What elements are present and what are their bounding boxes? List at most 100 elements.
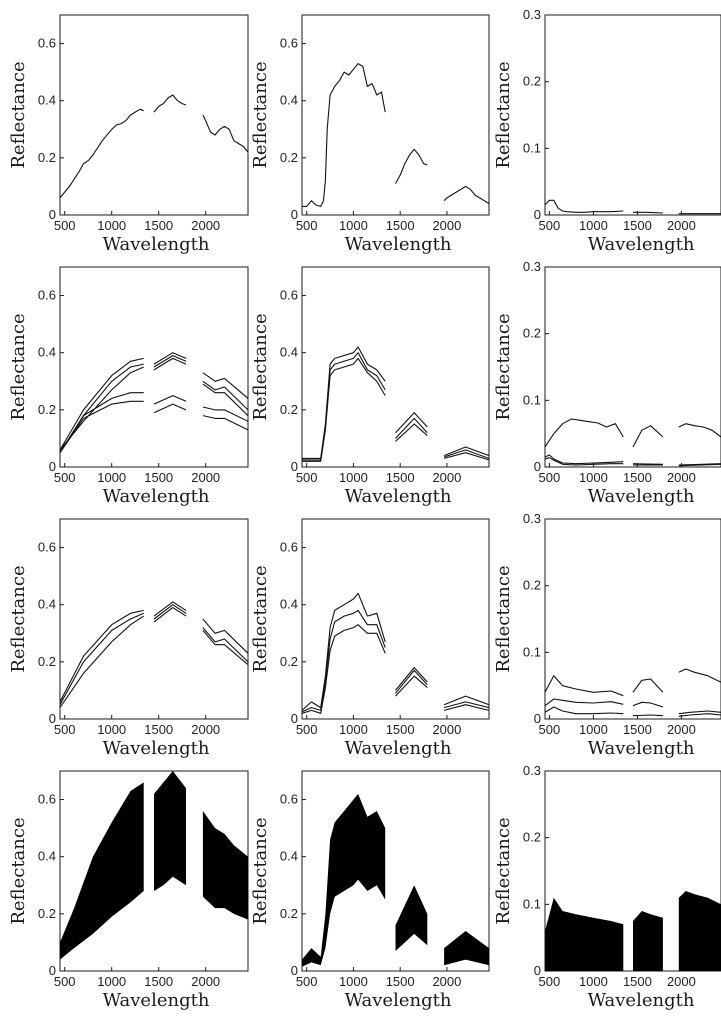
- y-tick-label: 0.2: [523, 578, 541, 593]
- y-tick-label: 0: [534, 711, 541, 726]
- spectrum-line-3-seg-3: [678, 713, 721, 717]
- spectrum-line-1-seg-2: [633, 211, 663, 214]
- x-axis-label: Wavelength: [588, 738, 695, 759]
- spectrum-line-3-seg-2: [395, 423, 428, 442]
- plot-area: [302, 63, 489, 207]
- spectra-envelope-seg-2: [395, 885, 428, 951]
- spectrum-line-1-seg-2: [395, 148, 428, 184]
- plot-frame: [301, 770, 490, 972]
- plot-area: [545, 418, 721, 467]
- y-tick-label: 0.2: [38, 150, 56, 165]
- spectra-envelope-seg-3: [202, 811, 248, 920]
- spectrum-line-1-seg-3: [678, 668, 721, 683]
- spectrum-line-5-seg-1: [60, 400, 144, 454]
- x-tick-label: 1500: [386, 722, 415, 737]
- x-tick-label: 2000: [432, 974, 461, 989]
- y-tick-label: 0.3: [523, 259, 541, 274]
- y-tick-label: 0: [49, 459, 56, 474]
- x-axis-label: Wavelength: [588, 990, 695, 1011]
- y-tick-label: 0: [49, 711, 56, 726]
- spectrum-line-3-seg-3: [202, 630, 248, 666]
- y-axis-label: Reflectance: [8, 817, 29, 924]
- plot-frame: [544, 14, 721, 216]
- y-tick-label: 0.4: [280, 345, 298, 360]
- plot-frame: [301, 266, 490, 468]
- plot-area: [60, 601, 248, 708]
- plot-frame: [59, 518, 249, 720]
- y-tick-label: 0.4: [280, 849, 298, 864]
- x-tick-label: 1000: [339, 470, 368, 485]
- y-tick-label: 0.6: [280, 36, 298, 51]
- spectrum-line-1-seg-2: [395, 667, 428, 691]
- plot-area: [302, 346, 489, 462]
- spectrum-line-2-seg-1: [545, 454, 624, 465]
- y-tick-label: 0.2: [523, 830, 541, 845]
- y-tick-label: 0.1: [523, 896, 541, 911]
- x-tick-label: 1500: [623, 974, 652, 989]
- y-tick-label: 0.2: [280, 906, 298, 921]
- y-tick-label: 0.3: [523, 511, 541, 526]
- spectrum-line-3-seg-2: [153, 607, 187, 623]
- y-tick-label: 0: [534, 459, 541, 474]
- spectra-envelope-seg-3: [444, 931, 489, 966]
- x-tick-label: 500: [539, 470, 561, 485]
- y-axis-label: Reflectance: [250, 565, 271, 672]
- spectra-envelope-seg-1: [302, 793, 386, 967]
- x-tick-label: 500: [539, 974, 561, 989]
- spectrum-line-1-seg-1: [302, 592, 386, 711]
- spectra-envelope-seg-1: [545, 897, 624, 971]
- spectrum-line-3-seg-1: [60, 366, 144, 451]
- spectrum-line-1-seg-2: [632, 425, 664, 448]
- spectrum-line-2-seg-2: [632, 701, 664, 708]
- x-tick-label: 500: [539, 218, 561, 233]
- spectrum-line-4-seg-1: [60, 392, 144, 453]
- spectra-envelope-seg-3: [678, 891, 721, 971]
- spectra-envelope-seg-2: [154, 771, 186, 891]
- y-axis-label: Reflectance: [8, 313, 29, 420]
- y-tick-label: 0.4: [38, 597, 56, 612]
- spectrum-line-1-seg-3: [443, 695, 489, 706]
- spectrum-line-2-seg-1: [545, 698, 624, 707]
- y-tick-label: 0.3: [523, 763, 541, 778]
- spectrum-line-3-seg-2: [632, 714, 663, 717]
- y-tick-label: 0: [534, 207, 541, 222]
- x-tick-label: 2000: [191, 974, 220, 989]
- x-tick-label: 2000: [191, 470, 220, 485]
- y-tick-label: 0.4: [38, 345, 56, 360]
- spectrum-line-3-seg-3: [678, 463, 721, 467]
- x-axis-label: Wavelength: [103, 486, 210, 507]
- y-tick-label: 0.2: [38, 654, 56, 669]
- spectrum-line-2-seg-2: [395, 417, 428, 439]
- plot-area: [545, 199, 721, 215]
- y-tick-label: 0.2: [280, 150, 298, 165]
- x-tick-label: 1500: [386, 974, 415, 989]
- spectrum-line-2-seg-1: [302, 352, 386, 461]
- y-tick-label: 0.6: [280, 540, 298, 555]
- x-axis-label: Wavelength: [345, 738, 452, 759]
- y-tick-label: 0.4: [280, 597, 298, 612]
- x-axis-label: Wavelength: [588, 486, 695, 507]
- x-tick-label: 2000: [432, 470, 461, 485]
- x-axis-label: Wavelength: [345, 234, 452, 255]
- x-tick-label: 1500: [144, 470, 173, 485]
- x-tick-label: 2000: [667, 470, 696, 485]
- spectrum-line-1-seg-1: [545, 675, 624, 697]
- y-tick-label: 0.3: [523, 7, 541, 22]
- y-tick-label: 0: [291, 711, 298, 726]
- y-tick-label: 0: [534, 963, 541, 978]
- x-axis-label: Wavelength: [345, 486, 452, 507]
- x-tick-label: 2000: [667, 974, 696, 989]
- y-tick-label: 0.6: [280, 792, 298, 807]
- y-tick-label: 0.4: [38, 93, 56, 108]
- y-tick-label: 0.6: [38, 36, 56, 51]
- y-tick-label: 0.2: [38, 402, 56, 417]
- plot-area: [302, 793, 489, 967]
- y-tick-label: 0.6: [38, 792, 56, 807]
- spectrum-line-1-seg-3: [202, 372, 248, 399]
- y-tick-label: 0.2: [280, 654, 298, 669]
- spectrum-line-3-seg-1: [545, 706, 624, 715]
